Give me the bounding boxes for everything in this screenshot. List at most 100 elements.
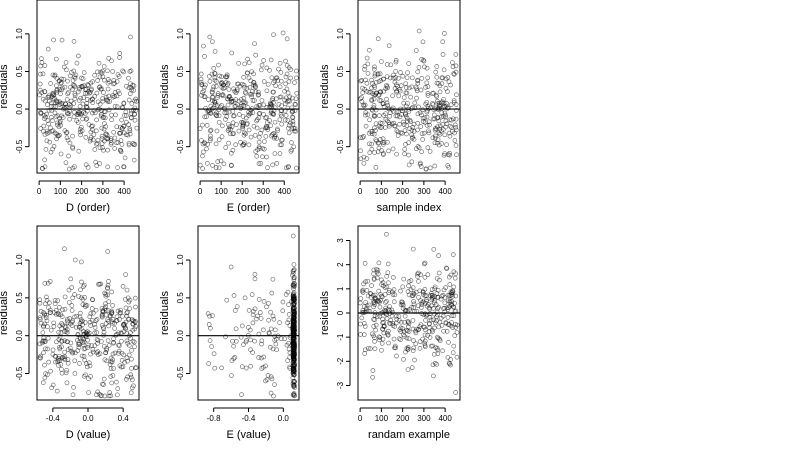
data-point bbox=[129, 317, 135, 322]
data-point bbox=[441, 103, 447, 109]
data-point bbox=[362, 347, 368, 353]
data-point bbox=[449, 313, 455, 319]
data-point bbox=[365, 61, 371, 67]
data-point bbox=[282, 336, 288, 342]
data-point bbox=[38, 126, 43, 131]
data-point bbox=[67, 345, 73, 351]
data-point bbox=[372, 71, 378, 77]
data-point bbox=[47, 139, 53, 145]
data-point bbox=[451, 269, 457, 275]
data-point bbox=[405, 319, 411, 324]
data-point bbox=[361, 281, 366, 287]
data-point bbox=[439, 81, 445, 86]
data-point bbox=[59, 37, 65, 43]
y-tick-label: -0.5 bbox=[176, 139, 185, 153]
data-point bbox=[245, 70, 250, 76]
data-point bbox=[388, 62, 394, 68]
data-point bbox=[89, 317, 95, 323]
data-point bbox=[111, 81, 116, 87]
data-point bbox=[253, 89, 259, 95]
data-point bbox=[405, 344, 411, 350]
x-tick-label: -0.4 bbox=[242, 414, 256, 423]
y-tick-label: 0.0 bbox=[15, 330, 24, 342]
data-point bbox=[81, 70, 87, 75]
data-point bbox=[62, 128, 68, 133]
data-point bbox=[279, 137, 284, 143]
data-point bbox=[109, 308, 114, 314]
data-point bbox=[129, 366, 134, 371]
data-point bbox=[285, 164, 291, 170]
data-point bbox=[411, 301, 417, 307]
data-point bbox=[273, 83, 278, 89]
data-point bbox=[280, 308, 286, 314]
data-point bbox=[208, 325, 213, 331]
data-point bbox=[88, 129, 94, 135]
data-point bbox=[358, 332, 363, 337]
data-point bbox=[450, 325, 455, 330]
data-point bbox=[97, 145, 103, 151]
y-axis-title: residuals bbox=[159, 64, 171, 109]
data-point bbox=[413, 341, 419, 347]
data-point bbox=[450, 289, 456, 294]
data-point bbox=[378, 78, 384, 83]
data-point bbox=[400, 299, 405, 305]
data-point bbox=[109, 359, 115, 365]
data-point bbox=[410, 124, 416, 130]
data-point bbox=[112, 350, 118, 356]
data-point bbox=[132, 344, 137, 350]
data-point bbox=[208, 110, 214, 116]
data-point bbox=[62, 246, 67, 252]
data-point bbox=[372, 292, 378, 298]
data-point bbox=[291, 319, 296, 325]
data-point bbox=[417, 346, 423, 351]
data-point bbox=[126, 75, 131, 81]
data-point bbox=[396, 336, 402, 342]
data-point bbox=[402, 146, 408, 152]
y-tick-label: -1 bbox=[336, 333, 345, 341]
data-point bbox=[379, 148, 384, 153]
data-point bbox=[101, 382, 106, 387]
data-point bbox=[206, 361, 212, 366]
data-point bbox=[394, 353, 399, 359]
data-point bbox=[108, 142, 114, 147]
data-point bbox=[365, 71, 371, 76]
data-point bbox=[264, 377, 270, 382]
data-point bbox=[448, 357, 454, 362]
data-point bbox=[425, 90, 431, 96]
data-point bbox=[219, 74, 225, 80]
data-point bbox=[244, 85, 250, 91]
x-tick-label: 400 bbox=[117, 187, 131, 196]
data-point bbox=[115, 386, 121, 391]
y-tick-label: 0.0 bbox=[176, 330, 185, 342]
x-axis-title: E (value) bbox=[226, 429, 270, 441]
data-point bbox=[264, 125, 269, 131]
data-point bbox=[427, 314, 433, 320]
data-point bbox=[75, 337, 80, 343]
data-point bbox=[433, 69, 438, 75]
data-point bbox=[70, 133, 75, 139]
data-point bbox=[101, 77, 107, 83]
data-point bbox=[116, 351, 121, 356]
data-point bbox=[400, 119, 406, 125]
data-point bbox=[212, 77, 218, 83]
data-point bbox=[447, 133, 453, 139]
data-point bbox=[294, 165, 299, 171]
data-point bbox=[418, 298, 424, 304]
data-point bbox=[291, 144, 297, 150]
data-point bbox=[360, 287, 366, 293]
data-point bbox=[211, 84, 216, 90]
data-point bbox=[82, 111, 88, 116]
data-point bbox=[361, 134, 366, 139]
data-point bbox=[451, 98, 457, 103]
data-point bbox=[106, 323, 111, 329]
data-point bbox=[105, 147, 111, 153]
data-point bbox=[208, 133, 213, 139]
data-point bbox=[376, 92, 382, 97]
data-point bbox=[426, 106, 431, 111]
data-point bbox=[420, 137, 426, 142]
data-point bbox=[54, 88, 60, 93]
data-point bbox=[64, 97, 70, 102]
data-point bbox=[393, 69, 398, 74]
data-point bbox=[57, 345, 62, 350]
data-point bbox=[252, 276, 258, 282]
